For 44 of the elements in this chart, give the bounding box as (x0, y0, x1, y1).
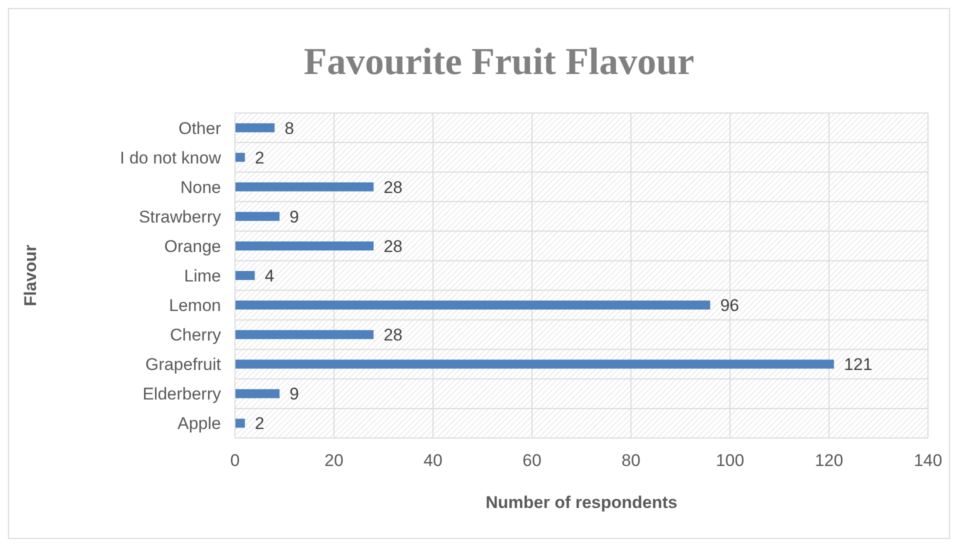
bar (235, 152, 245, 162)
bar (235, 212, 280, 221)
y-tick-label: Orange (164, 236, 221, 256)
x-tick-label: 60 (522, 451, 542, 470)
y-tick-label: Apple (178, 414, 221, 434)
x-tick-label: 140 (914, 451, 942, 470)
bar (235, 123, 275, 132)
x-tick-label: 20 (324, 451, 344, 470)
bar (235, 300, 710, 310)
x-tick-label: 120 (814, 451, 844, 470)
x-tick-label: 100 (716, 451, 744, 470)
chart-title: Favourite Fruit Flavour (304, 41, 694, 83)
x-axis-title: Number of respondents (486, 493, 678, 512)
bar (235, 271, 255, 280)
y-tick-label: Lemon (169, 296, 221, 316)
data-label: 28 (384, 178, 403, 197)
x-tick-label: 0 (230, 451, 240, 470)
bar (235, 418, 245, 428)
y-tick-label: Grapefruit (145, 355, 222, 374)
data-label: 8 (284, 118, 294, 138)
y-tick-label: Cherry (170, 326, 222, 345)
data-label: 2 (254, 148, 264, 168)
data-label: 9 (290, 384, 300, 404)
y-tick-label: Strawberry (138, 207, 222, 226)
data-label: 96 (720, 296, 740, 316)
y-tick-label: I do not know (120, 148, 222, 168)
data-label: 2 (254, 414, 264, 434)
data-label: 4 (264, 266, 274, 286)
bar (235, 241, 374, 250)
data-label: 121 (844, 355, 872, 374)
data-label: 28 (384, 326, 403, 345)
y-tick-label: Other (178, 118, 222, 138)
y-tick-label: Lime (184, 266, 221, 286)
x-tick-label: 40 (424, 451, 442, 470)
y-tick-label: Elderberry (142, 384, 222, 404)
bar (235, 389, 280, 398)
data-label: 28 (384, 236, 403, 256)
y-axis-title: Flavour (21, 244, 40, 306)
bar (235, 182, 374, 192)
bar (235, 360, 834, 369)
data-label: 9 (290, 207, 300, 226)
bar (235, 330, 374, 340)
y-tick-label: None (180, 178, 221, 197)
x-tick-label: 80 (622, 451, 640, 470)
